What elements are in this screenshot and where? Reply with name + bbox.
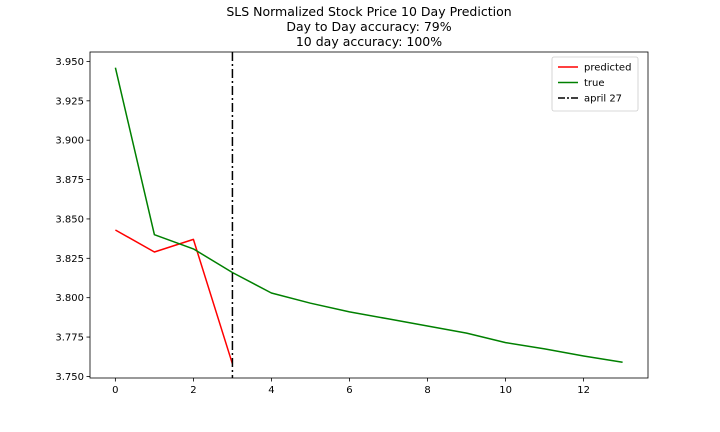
x-tick-label: 12: [577, 385, 590, 396]
y-tick-label: 3.825: [55, 254, 84, 265]
series-line-predicted: [115, 229, 234, 365]
y-tick-label: 3.950: [55, 57, 84, 68]
x-tick-label: 2: [190, 385, 196, 396]
series-line-true: [114, 67, 623, 364]
legend: predicted true april 27: [551, 56, 639, 112]
y-tick-label: 3.900: [55, 136, 84, 147]
chart-title: SLS Normalized Stock Price 10 Day Predic…: [226, 4, 511, 49]
y-tick-label: 3.850: [55, 214, 84, 225]
x-tick-label: 0: [112, 385, 118, 396]
x-tick-label: 8: [424, 385, 430, 396]
plot-area: 0 2 4 6 8 10 12 3.750 3.775 3.800 3.825 3.850 3.875 3…: [55, 51, 649, 396]
legend-label: april 27: [584, 94, 622, 105]
y-tick-label: 3.925: [55, 96, 84, 107]
legend-label: predicted: [584, 63, 631, 74]
plot-frame: [89, 51, 649, 379]
chart-title-line-2: Day to Day accuracy: 79%: [286, 19, 451, 34]
x-tick-label: 4: [268, 385, 274, 396]
chart-title-line-1: SLS Normalized Stock Price 10 Day Predic…: [226, 4, 511, 19]
y-tick-label: 3.800: [55, 293, 84, 304]
x-tick-label: 10: [499, 385, 512, 396]
y-tick-label: 3.775: [55, 333, 84, 344]
chart-title-line-3: 10 day accuracy: 100%: [296, 34, 442, 49]
x-tick-label: 6: [346, 385, 352, 396]
legend-label: true: [584, 78, 605, 89]
y-tick-label: 3.875: [55, 175, 84, 186]
y-tick-label: 3.750: [55, 372, 84, 383]
